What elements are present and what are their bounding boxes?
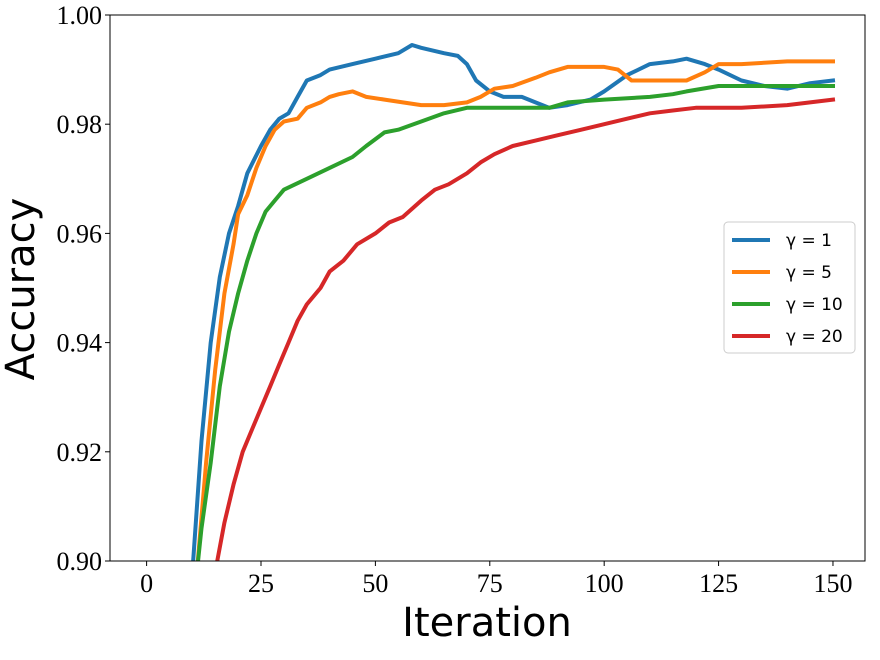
series-line-2 (195, 59, 835, 561)
y-tick-label: 0.96 (57, 219, 103, 248)
y-tick-label: 0.94 (57, 329, 103, 358)
series-line-1 (191, 43, 836, 561)
x-tick-label: 100 (585, 569, 624, 598)
x-tick-label: 50 (362, 569, 388, 598)
x-tick-label: 125 (699, 569, 738, 598)
x-tick-label: 0 (140, 569, 153, 598)
y-tick-label: 0.98 (57, 110, 103, 139)
series-line-4 (215, 97, 836, 561)
x-axis-ticks: 0 25 50 75 100 125 150 (140, 561, 852, 598)
y-tick-label: 0.90 (57, 547, 103, 576)
plot-frame (109, 14, 866, 562)
legend-frame (723, 221, 856, 354)
legend-label-2: γ = 5 (786, 263, 832, 283)
legend-label-4: γ = 20 (786, 327, 843, 347)
legend-label-3: γ = 10 (786, 295, 843, 315)
y-tick-label: 0.92 (57, 438, 103, 467)
series-lines (191, 43, 836, 561)
x-tick-label: 75 (477, 569, 503, 598)
x-axis-title: Iteration (402, 600, 572, 646)
y-tick-label: 1.00 (57, 1, 103, 30)
y-axis-ticks: 0.90 0.92 0.94 0.96 0.98 1.00 (57, 1, 110, 576)
series-line-3 (196, 84, 835, 561)
legend-label-1: γ = 1 (786, 231, 832, 251)
legend: γ = 1 γ = 5 γ = 10 γ = 20 (723, 221, 856, 354)
x-tick-label: 25 (248, 569, 274, 598)
y-axis-title: Accuracy (0, 198, 44, 381)
x-tick-label: 150 (813, 569, 852, 598)
